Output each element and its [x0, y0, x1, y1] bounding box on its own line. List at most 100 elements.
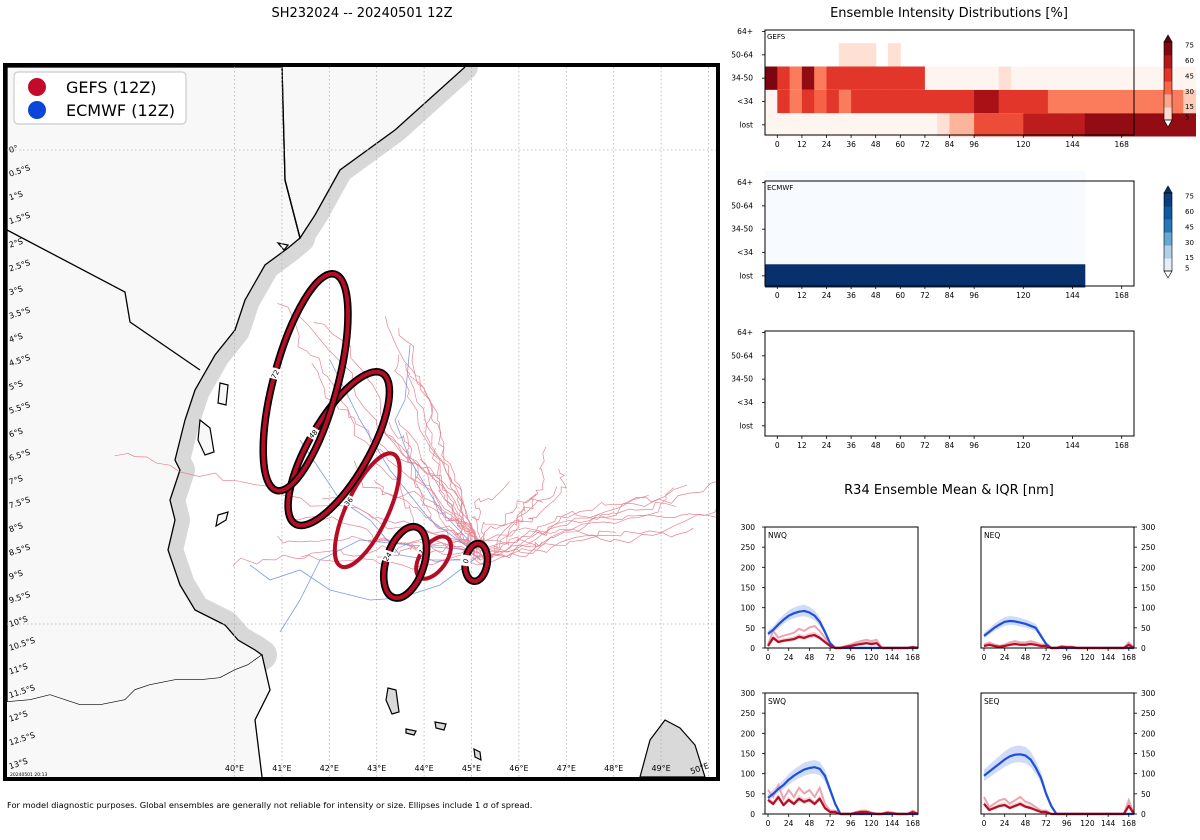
gefs-track-line: [374, 479, 472, 545]
lat-label: 0°: [8, 144, 19, 155]
heatmap-cell: [1170, 113, 1184, 137]
x-tick-label: 48: [871, 441, 881, 450]
y-tick-label: 0: [750, 644, 755, 653]
heatmap-cell: [851, 43, 864, 67]
legend-gefs-marker: [28, 78, 46, 96]
gefs-track-line: [470, 481, 510, 546]
heatmap-cell: [986, 240, 1000, 265]
heatmap-cell: [814, 170, 827, 195]
gefs-track-line: [475, 493, 537, 547]
x-tick-label: 0: [775, 441, 780, 450]
map-frame: [3, 63, 720, 781]
iqr-band: [768, 793, 918, 814]
gefs-track-line: [477, 501, 677, 559]
y-tick-label: 50-64: [731, 351, 753, 360]
island-mayotte: [473, 747, 482, 762]
y-tick-label: 250: [741, 709, 756, 718]
heatmap-cell: [1060, 217, 1073, 241]
heatmap-cell: [986, 66, 1000, 90]
ellipse-label-bg: [268, 366, 282, 381]
heatmap-cell: [1023, 240, 1037, 265]
heatmap-cell: [875, 240, 889, 265]
x-tick-label: 48: [805, 819, 815, 828]
heatmap-cell: [986, 264, 1000, 288]
heatmap-cell: [863, 43, 877, 67]
heatmap-cell: [974, 240, 987, 265]
y-tick-label: 50-64: [731, 50, 753, 59]
heatmap-cell: [1047, 113, 1061, 137]
colorbar-tick-label: 5: [1185, 114, 1189, 122]
x-tick-label: 12: [797, 291, 807, 300]
heatmap-cell: [937, 170, 950, 195]
colorbar-extend-bottom: [1163, 270, 1173, 279]
x-tick-label: 144: [1101, 819, 1116, 828]
heatmap-cell: [801, 66, 815, 90]
ecmwf-track-line: [394, 344, 477, 549]
heatmap-cell: [912, 89, 926, 114]
intensity-title: Ensemble Intensity Distributions [%]: [830, 6, 1068, 21]
x-tick-label: 144: [1065, 140, 1080, 149]
heatmap-cell: [838, 217, 852, 241]
heatmap-cell: [937, 194, 950, 218]
gefs-track-line: [485, 468, 567, 562]
x-tick-label: 60: [896, 441, 906, 450]
heatmap-frame: [764, 330, 1135, 437]
heatmap-cell: [1035, 217, 1049, 241]
heatmap-cell: [826, 217, 840, 241]
heatmap-cell: [838, 264, 852, 288]
heatmap-cell: [998, 240, 1012, 265]
y-tick-label: 100: [741, 770, 756, 779]
heatmap-cell: [789, 264, 803, 288]
heatmap-cell: [900, 170, 914, 195]
y-tick-label: 50: [1141, 790, 1151, 799]
heatmap-cell: [838, 113, 852, 137]
ellipse-24h: 24: [380, 522, 431, 602]
x-tick-label: 168: [1122, 819, 1137, 828]
x-tick-label: 96: [1062, 819, 1072, 828]
heatmap-cell: [1047, 89, 1061, 114]
heatmap-cell: [888, 89, 901, 114]
x-tick-label: 96: [846, 653, 856, 662]
lat-label: 4°S: [8, 332, 24, 345]
heatmap-cell: [826, 113, 840, 137]
x-tick-label: 0: [982, 653, 987, 662]
heatmap-cell: [949, 89, 963, 114]
heatmap-cell: [789, 113, 803, 137]
heatmap-cell: [1060, 194, 1073, 218]
x-tick-label: 96: [969, 441, 979, 450]
colorbar-tick-label: 45: [1185, 223, 1194, 231]
x-tick-label: 72: [825, 653, 835, 662]
heatmap-cell: [863, 170, 877, 195]
y-tick-label: 34-50: [731, 375, 753, 384]
heatmap-cell: [1060, 113, 1073, 137]
heatmap-cell: [912, 113, 926, 137]
heatmap-cell: [875, 113, 889, 137]
x-tick-label: 96: [969, 291, 979, 300]
gefs-track-line: [486, 513, 717, 565]
heatmap-cell: [986, 170, 1000, 195]
colorbar-segment: [1164, 193, 1172, 207]
colorbar-segment: [1164, 94, 1172, 108]
y-tick-label: 300: [1141, 523, 1156, 532]
heatmap-cell: [900, 113, 914, 137]
x-tick-label: 0: [766, 653, 771, 662]
heatmap-cell: [1146, 113, 1160, 137]
heatmap-cell: [1183, 66, 1196, 90]
heatmap-cell: [765, 264, 778, 288]
r34-plot-bg: [765, 527, 918, 648]
lat-label: 3°S: [8, 284, 24, 297]
heatmap-cell: [789, 89, 803, 114]
heatmap-cell: [1121, 89, 1135, 114]
x-tick-label: 120: [1080, 653, 1095, 662]
x-tick-label: 120: [1080, 819, 1095, 828]
heatmap-cell: [1023, 89, 1037, 114]
heatmap-cell: [814, 66, 827, 90]
heatmap-cell: [814, 194, 827, 218]
heatmap-cell: [949, 217, 963, 241]
heatmap-cell: [765, 89, 778, 114]
r34-plot-bg: [765, 693, 918, 814]
heatmap-cell: [1097, 66, 1110, 90]
